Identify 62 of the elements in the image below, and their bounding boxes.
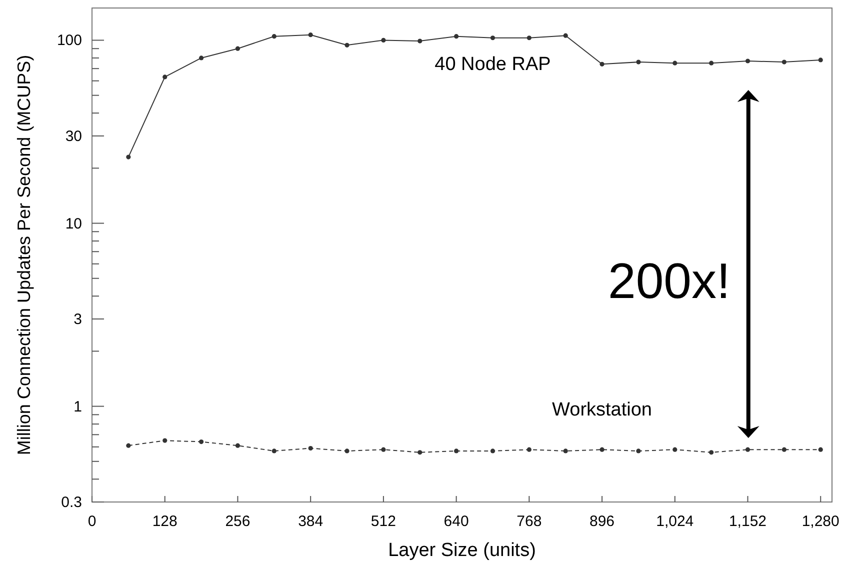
point	[272, 448, 276, 454]
point	[235, 46, 240, 51]
point	[308, 446, 313, 451]
point	[526, 447, 532, 452]
x-tick-label: 896	[590, 513, 615, 530]
x-tick-label: 768	[516, 513, 542, 530]
point	[490, 36, 496, 40]
point	[418, 38, 422, 44]
y-tick-label: 1	[74, 398, 82, 416]
point	[162, 74, 168, 80]
point	[745, 58, 750, 64]
point	[381, 447, 386, 452]
point	[636, 448, 641, 454]
x-tick-label: 1,024	[656, 513, 694, 530]
series-label: 40 Node RAP	[434, 54, 551, 75]
point	[162, 438, 168, 443]
x-axis-title: Layer Size (units)	[388, 540, 536, 561]
x-tick-label: 1,280	[802, 513, 840, 530]
y-tick-label: 100	[56, 32, 82, 50]
point	[344, 42, 350, 48]
point	[308, 32, 313, 38]
y-tick-label: 10	[65, 215, 82, 232]
point	[381, 38, 386, 43]
annotation: 200x!	[608, 253, 730, 309]
point	[818, 58, 823, 62]
x-tick-label: 1,152	[728, 513, 767, 530]
point	[454, 34, 459, 39]
x-tick-label: 256	[225, 513, 250, 530]
x-tick-label: 128	[152, 513, 178, 530]
point	[709, 450, 714, 455]
point	[198, 439, 204, 444]
point	[418, 450, 422, 455]
y-tick-label: 3	[74, 310, 82, 328]
point	[272, 34, 276, 39]
point	[344, 448, 350, 454]
point	[818, 447, 823, 452]
x-tick-label: 0	[88, 513, 96, 530]
point	[600, 447, 604, 452]
point	[563, 33, 568, 38]
y-tick-label: 30	[65, 128, 82, 145]
point	[563, 448, 568, 454]
x-tick-label: 640	[444, 513, 469, 530]
point	[745, 447, 750, 452]
point	[235, 443, 240, 448]
point	[126, 443, 131, 448]
point	[672, 447, 678, 452]
point	[600, 62, 604, 66]
x-tick-label: 512	[370, 513, 396, 530]
point	[782, 60, 786, 64]
point	[709, 60, 714, 66]
y-axis-title: Million Connection Updates Per Second (MCUPS)	[14, 54, 34, 456]
point	[526, 36, 532, 40]
point	[454, 448, 459, 454]
point	[126, 154, 131, 160]
x-tick-label: 384	[298, 513, 324, 530]
point	[490, 448, 496, 454]
point	[782, 447, 786, 452]
point	[636, 60, 641, 64]
series-label: Workstation	[552, 400, 652, 421]
point	[672, 60, 678, 66]
point	[198, 56, 204, 60]
y-tick-label: 0.3	[61, 494, 82, 511]
